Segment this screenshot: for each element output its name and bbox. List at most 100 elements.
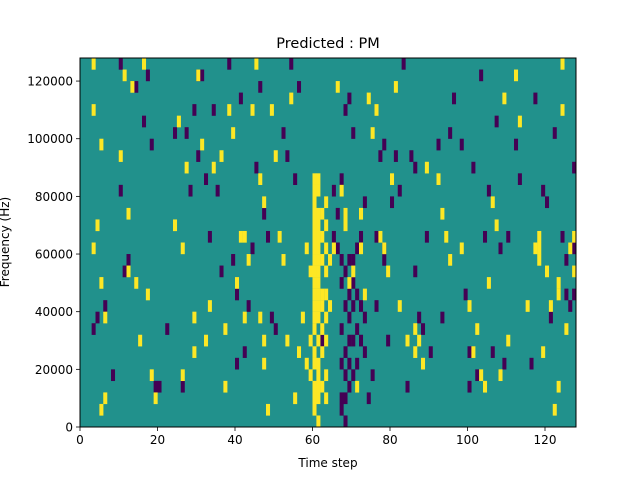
heatmap-cell-low [382, 138, 387, 151]
heatmap-cell-high [355, 380, 360, 393]
heatmap-cell-low [355, 357, 360, 370]
heatmap-cell-high [277, 230, 282, 243]
heatmap-cell-high [366, 92, 371, 105]
heatmap-cell-low [413, 161, 418, 174]
heatmap-cell-low [231, 254, 236, 266]
heatmap-cell-high [91, 104, 96, 116]
heatmap-cell-high [316, 357, 321, 370]
heatmap-cell-low [320, 334, 325, 347]
heatmap-cell-high [308, 265, 313, 278]
heatmap-cell-low [452, 92, 457, 105]
heatmap-cell-low [382, 254, 387, 266]
x-tick-label: 0 [76, 433, 84, 447]
heatmap-cell-high [281, 254, 286, 266]
heatmap-cell-high [312, 357, 317, 370]
heatmap-cell-low [339, 254, 344, 266]
heatmap-cell-high [126, 265, 131, 278]
heatmap-cell-low [281, 127, 286, 139]
heatmap-cell-low [572, 242, 577, 255]
heatmap-cell-low [219, 265, 224, 278]
heatmap-cell-low [335, 207, 340, 220]
heatmap-cell-high [262, 196, 267, 209]
heatmap-cell-low [238, 92, 243, 105]
heatmap-cell-high [316, 184, 321, 197]
heatmap-cell-high [316, 369, 321, 382]
heatmap-cell-high [568, 242, 573, 255]
heatmap-cell-high [467, 300, 472, 312]
heatmap-cell-low [459, 138, 464, 151]
heatmap-cell-low [483, 230, 488, 243]
heatmap-cell-high [339, 184, 344, 197]
heatmap-cell-low [351, 127, 356, 139]
y-tick-label: 120000 [27, 75, 73, 89]
heatmap-cell-high [192, 346, 197, 358]
heatmap-cell-high [312, 242, 317, 255]
heatmap-cell-high [316, 230, 321, 243]
x-tick-label: 60 [305, 433, 320, 447]
heatmap-cell-low [343, 104, 348, 116]
heatmap-cell-high [448, 254, 453, 266]
heatmap-cell-high [359, 242, 364, 255]
heatmap-cell-high [320, 323, 325, 335]
heatmap-cell-low [339, 403, 344, 416]
heatmap-cell-high [118, 150, 123, 162]
heatmap-cell-low [250, 242, 255, 255]
heatmap-cell-low [343, 392, 348, 405]
heatmap-cell-low [347, 288, 352, 301]
heatmap-cell-high [436, 173, 441, 185]
heatmap-cell-high [572, 265, 577, 278]
heatmap-cell-low [347, 380, 352, 393]
heatmap-cell-high [320, 207, 325, 220]
heatmap-cell-low [471, 161, 476, 174]
heatmap-cell-low [339, 277, 344, 289]
heatmap-cell-high [122, 69, 127, 82]
heatmap-cell-high [180, 369, 185, 382]
heatmap-cell-high [320, 300, 325, 312]
y-tick-label: 20000 [35, 363, 73, 377]
heatmap-cell-high [200, 138, 205, 151]
heatmap-cell-high [560, 58, 565, 70]
heatmap-cell-low [378, 150, 383, 162]
heatmap-cell-high [324, 265, 329, 278]
heatmap-cell-high [316, 380, 321, 393]
heatmap-cell-low [343, 415, 348, 428]
heatmap-cell-low [548, 311, 553, 324]
heatmap-cell-high [331, 242, 336, 255]
heatmap-cell-high [262, 357, 267, 370]
heatmap-cell-high [328, 300, 333, 312]
heatmap-cell-low [502, 357, 507, 370]
heatmap-cell-low [95, 311, 100, 324]
heatmap-cell-high [297, 346, 302, 358]
heatmap-cell-high [328, 254, 333, 266]
heatmap-cell-low [494, 115, 499, 128]
heatmap-cell-high [312, 230, 317, 243]
heatmap-cell-low [157, 380, 162, 393]
heatmap-cell-low [351, 334, 356, 347]
heatmap-cell-low [514, 138, 519, 151]
heatmap-cell-high [231, 127, 236, 139]
heatmap-cell-low [347, 311, 352, 324]
heatmap-cell-high [266, 403, 271, 416]
x-axis-ticks: 0 20 40 60 80 100 120 [76, 427, 556, 447]
heatmap-cell-low [347, 357, 352, 370]
x-tick-label: 120 [534, 433, 557, 447]
heatmap-cell-low [211, 104, 216, 116]
heatmap-cell-low [126, 254, 131, 266]
heatmap-cell-high [223, 323, 228, 335]
heatmap-cell-low [475, 369, 480, 382]
heatmap-cell-low [254, 161, 259, 174]
heatmap-cell-high [374, 104, 379, 116]
heatmap-cell-low [355, 323, 360, 335]
heatmap-cell-high [207, 300, 212, 312]
heatmap-cell-high [254, 58, 259, 70]
heatmap-cell-low [564, 254, 569, 266]
heatmap-cell-high [269, 104, 274, 116]
heatmap-cell-high [242, 230, 247, 243]
heatmap-cell-low [192, 104, 197, 116]
heatmap-cell-high [440, 207, 445, 220]
heatmap-cell-low [413, 265, 418, 278]
heatmap-cell-high [176, 115, 181, 128]
heatmap-cell-low [235, 357, 240, 370]
heatmap-cell-low [374, 230, 379, 243]
